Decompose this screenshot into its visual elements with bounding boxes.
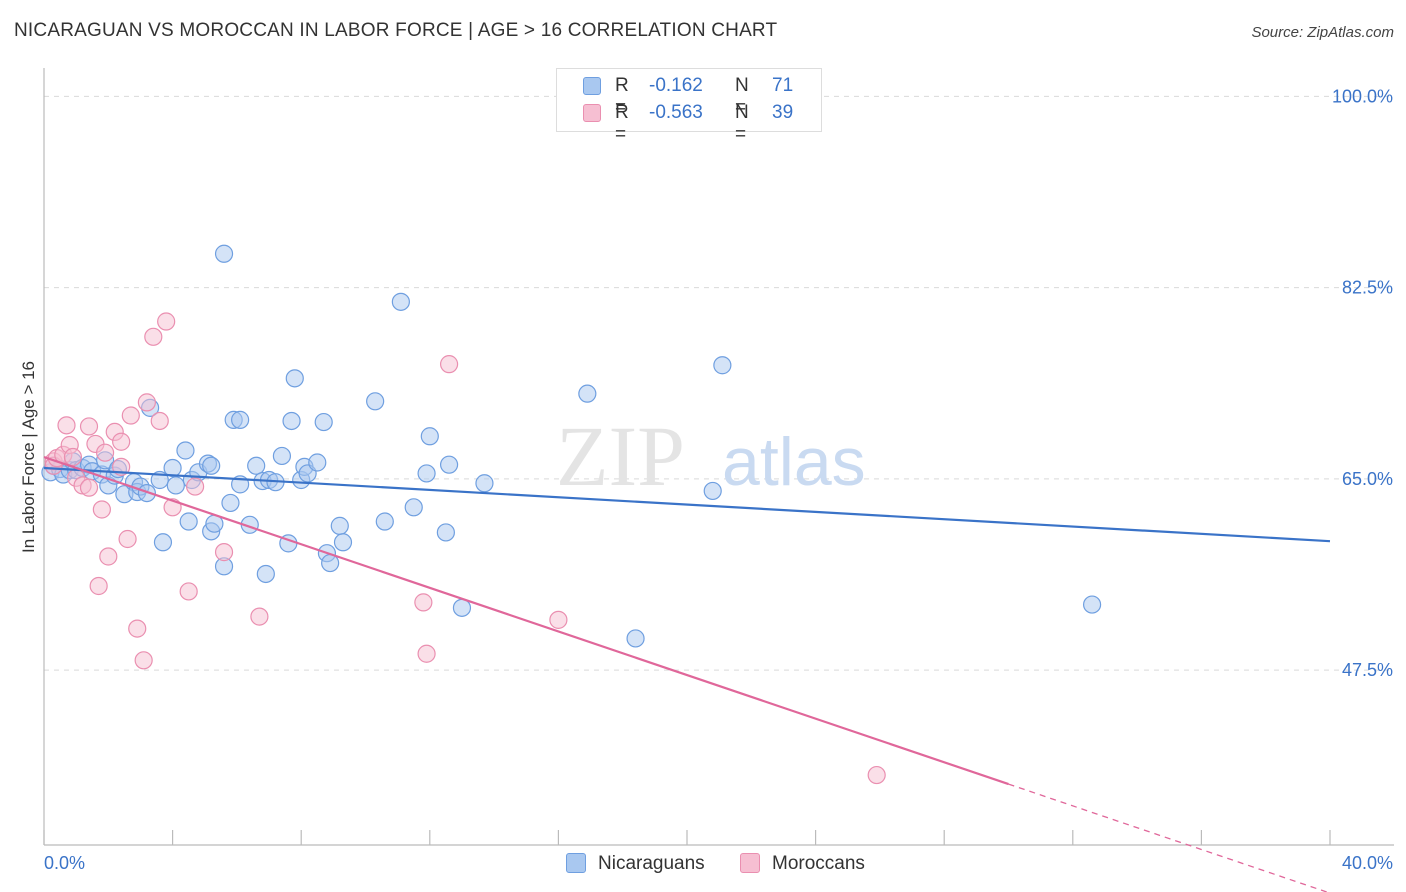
- series-legend: Nicaraguans Moroccans: [0, 852, 1406, 878]
- nicaraguan-point: [713, 356, 732, 375]
- nicaraguan-point: [214, 244, 234, 263]
- nicaraguan-point: [179, 512, 198, 531]
- y-tick-label: 82.5%: [1342, 278, 1393, 298]
- watermark-atlas: atlas: [722, 424, 866, 500]
- r-value: -0.563: [649, 102, 703, 123]
- moroccan-point: [214, 543, 234, 562]
- x-tick-label: 40.0%: [1342, 853, 1393, 873]
- moroccan-point: [867, 765, 886, 785]
- nicaraguan-point: [475, 474, 494, 493]
- nicaraguan-point: [1082, 595, 1102, 614]
- nicaraguan-point: [436, 523, 455, 542]
- moroccan-point: [414, 593, 433, 612]
- moroccans-swatch: [583, 104, 601, 122]
- nicaraguans-swatch: [583, 77, 601, 95]
- moroccan-point: [250, 607, 269, 626]
- nicaraguan-point: [202, 456, 221, 475]
- nicaraguan-point: [163, 458, 182, 478]
- nicaraguan-point: [282, 411, 301, 431]
- moroccan-point: [549, 610, 568, 629]
- moroccan-point: [118, 529, 137, 549]
- watermark: ZIP atlas: [556, 408, 866, 504]
- moroccan-point: [144, 327, 163, 346]
- moroccans-swatch: [740, 853, 760, 873]
- moroccans-trend-line: [43, 455, 1009, 786]
- y-axis-title: In Labor Force | Age > 16: [19, 361, 38, 553]
- nicaraguan-point: [330, 516, 349, 535]
- r-label: R =: [615, 102, 629, 145]
- x-tick-label: 0.0%: [44, 853, 85, 873]
- moroccan-point: [157, 312, 176, 331]
- moroccan-point: [63, 447, 83, 467]
- moroccan-point: [95, 443, 115, 462]
- moroccan-point: [186, 477, 205, 496]
- moroccan-point: [112, 432, 131, 451]
- moroccan-point: [179, 582, 198, 601]
- nicaraguan-point: [137, 484, 156, 503]
- stats-legend: R = -0.162 N = 71 R = -0.563 N = 39: [556, 68, 822, 145]
- moroccans-trend-extension: [1008, 783, 1329, 892]
- nicaraguan-point: [703, 481, 722, 501]
- nicaraguan-point: [308, 453, 327, 472]
- moroccan-point: [89, 576, 108, 596]
- nicaraguan-point: [247, 456, 266, 475]
- moroccan-point: [128, 619, 147, 638]
- nicaraguans-swatch: [566, 853, 586, 873]
- y-tick-label: 65.0%: [1342, 469, 1393, 489]
- moroccan-point: [121, 406, 140, 425]
- nicaraguan-point: [333, 533, 353, 552]
- n-value: 71: [772, 75, 794, 96]
- r-label: R =: [615, 75, 629, 118]
- nicaraguan-point: [391, 292, 410, 311]
- n-label: N =: [735, 102, 749, 145]
- grid-layer: [44, 95, 1394, 671]
- legend-label: Moroccans: [772, 853, 865, 874]
- nicaraguan-point: [578, 384, 597, 403]
- nicaraguan-point: [272, 446, 292, 466]
- nicaraguans-trend-line: [43, 466, 1331, 543]
- moroccan-point: [92, 500, 111, 519]
- nicaraguan-point: [417, 464, 436, 483]
- labels-layer: In Labor Force | Age > 16 100.0% 82.5% 65.…: [19, 86, 1393, 873]
- y-tick-label: 100.0%: [1332, 86, 1393, 106]
- nicaraguan-point: [256, 564, 275, 584]
- nicaraguan-point: [231, 410, 250, 429]
- legend-label: Nicaraguans: [598, 853, 705, 874]
- nicaraguan-point: [314, 412, 333, 432]
- moroccan-point: [439, 355, 459, 374]
- nicaraguan-point: [153, 533, 173, 552]
- nicaraguan-point: [626, 629, 645, 648]
- source-credit: Source: ZipAtlas.com: [1251, 24, 1394, 41]
- n-value: 39: [772, 102, 794, 123]
- moroccan-point: [417, 644, 436, 663]
- nicaraguan-point: [375, 512, 394, 531]
- watermark-zip: ZIP: [556, 408, 685, 504]
- points-layer: [41, 244, 1102, 785]
- moroccan-point: [150, 411, 169, 431]
- moroccan-point: [134, 651, 153, 670]
- nicaraguan-point: [166, 476, 185, 495]
- trend-layer: [43, 455, 1331, 892]
- nicaraguan-point: [439, 455, 459, 474]
- moroccan-point: [79, 478, 99, 497]
- moroccan-point: [79, 417, 99, 436]
- nicaraguan-point: [285, 369, 304, 388]
- nicaraguan-point: [221, 493, 240, 513]
- nicaraguan-point: [176, 441, 195, 460]
- nicaraguan-point: [404, 498, 423, 517]
- moroccan-point: [99, 547, 118, 566]
- y-tick-label: 47.5%: [1342, 660, 1393, 680]
- moroccan-point: [137, 393, 156, 412]
- axes-layer: [43, 68, 1394, 846]
- r-value: -0.162: [649, 75, 703, 96]
- moroccan-point: [57, 416, 76, 435]
- chart-title: NICARAGUAN VS MOROCCAN IN LABOR FORCE | …: [14, 20, 778, 41]
- nicaraguan-point: [366, 392, 385, 411]
- n-label: N =: [735, 75, 749, 118]
- nicaraguan-point: [420, 427, 439, 446]
